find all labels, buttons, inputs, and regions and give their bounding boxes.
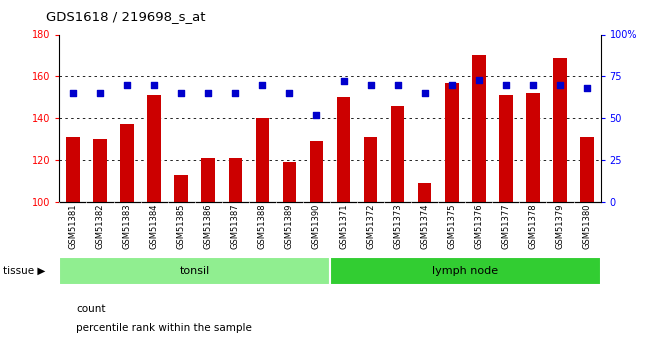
- Text: count: count: [76, 304, 106, 314]
- Text: GSM51372: GSM51372: [366, 204, 375, 249]
- Text: tissue ▶: tissue ▶: [3, 266, 46, 276]
- Text: GSM51383: GSM51383: [123, 204, 131, 249]
- Bar: [337, 97, 350, 202]
- Bar: [59, 257, 330, 285]
- Point: [501, 82, 512, 87]
- Bar: [330, 257, 601, 285]
- Text: GDS1618 / 219698_s_at: GDS1618 / 219698_s_at: [46, 10, 206, 23]
- Bar: [391, 106, 405, 202]
- Point: [392, 82, 403, 87]
- Text: GSM51389: GSM51389: [285, 204, 294, 249]
- Bar: [310, 141, 323, 202]
- Text: percentile rank within the sample: percentile rank within the sample: [76, 323, 251, 333]
- Point: [474, 77, 484, 82]
- Bar: [228, 158, 242, 202]
- Bar: [255, 118, 269, 202]
- Bar: [499, 95, 513, 202]
- Point: [176, 90, 187, 96]
- Bar: [364, 137, 378, 202]
- Point: [582, 85, 593, 91]
- Text: GSM51385: GSM51385: [177, 204, 185, 249]
- Text: GSM51380: GSM51380: [583, 204, 591, 249]
- Text: GSM51390: GSM51390: [312, 204, 321, 249]
- Text: GSM51386: GSM51386: [204, 204, 213, 249]
- Bar: [445, 82, 459, 202]
- Text: tonsil: tonsil: [180, 266, 210, 276]
- Point: [554, 82, 565, 87]
- Text: GSM51382: GSM51382: [96, 204, 104, 249]
- Point: [312, 112, 322, 118]
- Text: GSM51371: GSM51371: [339, 204, 348, 249]
- Text: GSM51377: GSM51377: [502, 204, 510, 249]
- Text: GSM51374: GSM51374: [420, 204, 429, 249]
- Point: [284, 90, 295, 96]
- Point: [230, 90, 241, 96]
- Bar: [147, 95, 161, 202]
- Point: [528, 82, 539, 87]
- Bar: [120, 125, 134, 202]
- Text: GSM51378: GSM51378: [529, 204, 537, 249]
- Bar: [418, 183, 432, 202]
- Bar: [580, 137, 594, 202]
- Text: GSM51387: GSM51387: [231, 204, 240, 249]
- Point: [95, 90, 106, 96]
- Bar: [472, 56, 486, 202]
- Point: [257, 82, 268, 87]
- Bar: [553, 58, 567, 202]
- Text: GSM51376: GSM51376: [475, 204, 483, 249]
- Point: [420, 90, 430, 96]
- Text: lymph node: lymph node: [432, 266, 498, 276]
- Bar: [282, 162, 296, 202]
- Point: [68, 90, 79, 96]
- Point: [149, 82, 160, 87]
- Text: GSM51375: GSM51375: [447, 204, 456, 249]
- Point: [339, 79, 349, 84]
- Bar: [201, 158, 215, 202]
- Bar: [66, 137, 80, 202]
- Point: [121, 82, 132, 87]
- Point: [447, 82, 457, 87]
- Point: [366, 82, 376, 87]
- Bar: [174, 175, 188, 202]
- Text: GSM51379: GSM51379: [556, 204, 564, 249]
- Bar: [93, 139, 107, 202]
- Text: GSM51388: GSM51388: [258, 204, 267, 249]
- Text: GSM51381: GSM51381: [69, 204, 77, 249]
- Point: [203, 90, 214, 96]
- Text: GSM51373: GSM51373: [393, 204, 402, 249]
- Text: GSM51384: GSM51384: [150, 204, 158, 249]
- Bar: [526, 93, 540, 202]
